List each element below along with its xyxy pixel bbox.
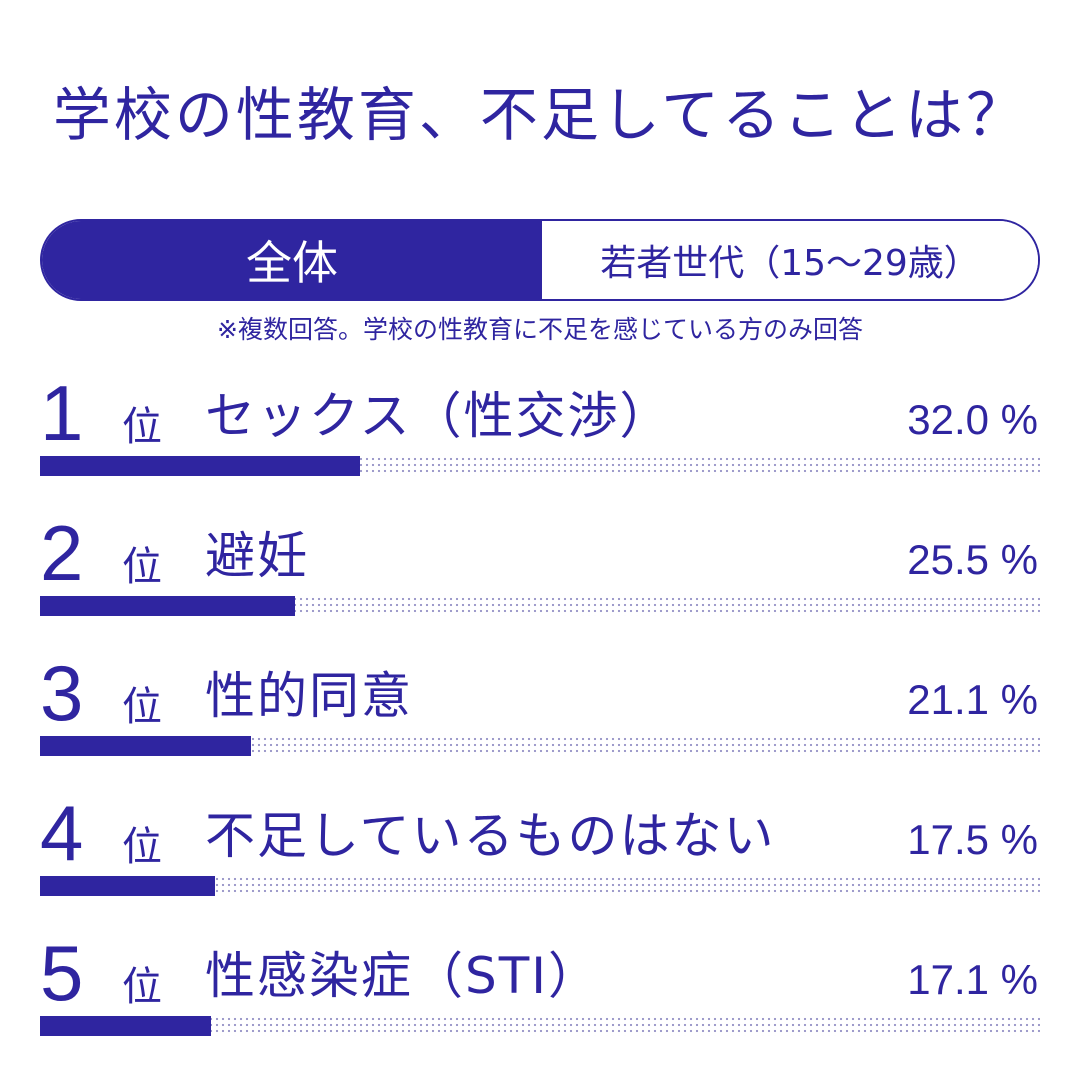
bar-track	[40, 876, 1040, 896]
bar	[40, 736, 251, 756]
value-label: 21.1 %	[907, 676, 1038, 723]
bar-track	[40, 736, 1040, 756]
tab-youth[interactable]: 若者世代（15～29歳）	[542, 221, 1038, 299]
rank-row: 2 位避妊 25.5 %	[40, 508, 1040, 618]
rank-number: 1	[40, 369, 84, 457]
rank-number: 5	[40, 929, 84, 1017]
bar	[40, 876, 215, 896]
rank-row: 4 位不足しているものはない 17.5 %	[40, 788, 1040, 898]
bar	[40, 456, 360, 476]
value-label: 17.1 %	[907, 956, 1038, 1003]
rank-suffix: 位	[122, 404, 162, 450]
rank-row: 1 位セックス（性交渉） 32.0 %	[40, 368, 1040, 478]
bar	[40, 596, 295, 616]
rank-suffix: 位	[122, 964, 162, 1010]
category-label: 避妊	[205, 527, 309, 585]
footnote: ※複数回答。学校の性教育に不足を感じている方のみ回答	[217, 315, 863, 344]
rank-row: 3 位性的同意 21.1 %	[40, 648, 1040, 758]
rank-suffix: 位	[122, 684, 162, 730]
bar-track	[40, 1016, 1040, 1036]
value-label: 32.0 %	[907, 396, 1038, 443]
bar-track	[40, 456, 1040, 476]
rank-suffix: 位	[122, 824, 162, 870]
bar-track	[40, 596, 1040, 616]
category-label: 性感染症（STI）	[205, 947, 601, 1005]
value-label: 25.5 %	[907, 536, 1038, 583]
bar	[40, 1016, 211, 1036]
category-label: 不足しているものはない	[205, 807, 776, 865]
rank-row: 5 位性感染症（STI） 17.1 %	[40, 928, 1040, 1038]
category-label: セックス（性交渉）	[205, 387, 672, 445]
segment-toggle: 全体 若者世代（15～29歳）	[40, 219, 1040, 301]
value-label: 17.5 %	[907, 816, 1038, 863]
category-label: 性的同意	[205, 667, 413, 725]
rank-number: 4	[40, 789, 84, 877]
rank-number: 2	[40, 509, 84, 597]
chart-title: 学校の性教育、不足してることは？	[52, 81, 1028, 149]
rank-suffix: 位	[122, 544, 162, 590]
rank-number: 3	[40, 649, 84, 737]
tab-all[interactable]: 全体	[42, 221, 542, 299]
